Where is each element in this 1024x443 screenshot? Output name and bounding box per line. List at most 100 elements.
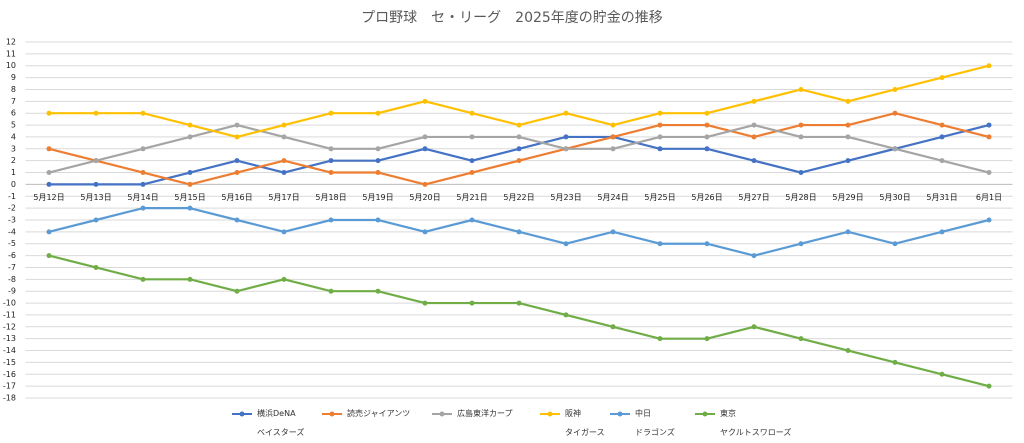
y-tick-label: 10 bbox=[6, 61, 16, 70]
legend-label: 阪神 タイガース bbox=[565, 409, 605, 437]
data-point bbox=[610, 122, 616, 128]
data-point bbox=[986, 170, 992, 176]
series-line bbox=[48, 254, 990, 388]
data-point bbox=[845, 134, 851, 140]
data-point bbox=[516, 134, 522, 140]
data-point bbox=[939, 134, 945, 140]
data-point bbox=[563, 241, 569, 247]
legend-swatch bbox=[432, 411, 452, 417]
data-point bbox=[140, 170, 146, 176]
data-point bbox=[657, 146, 663, 152]
data-point bbox=[939, 229, 945, 235]
data-point bbox=[140, 276, 146, 282]
x-tick-label: 5月27日 bbox=[738, 193, 769, 202]
x-tick-label: 5月12日 bbox=[33, 193, 64, 202]
data-point bbox=[939, 122, 945, 128]
data-point bbox=[798, 241, 804, 247]
data-point bbox=[281, 170, 287, 176]
x-tick-label: 5月19日 bbox=[362, 193, 393, 202]
data-point bbox=[281, 122, 287, 128]
x-tick-label: 5月29日 bbox=[832, 193, 863, 202]
data-point bbox=[469, 170, 475, 176]
data-point bbox=[516, 229, 522, 235]
data-point bbox=[657, 336, 663, 342]
y-tick-label: 2 bbox=[11, 156, 16, 165]
y-tick-label: 8 bbox=[11, 85, 16, 94]
data-point bbox=[892, 146, 898, 152]
data-point bbox=[892, 241, 898, 247]
y-tick-label: -17 bbox=[3, 382, 16, 391]
chart-title: プロ野球 セ・リーグ 2025年度の貯金の推移 bbox=[361, 10, 663, 26]
data-point bbox=[234, 158, 240, 164]
legend-item: 広島東洋カープ bbox=[431, 409, 513, 423]
data-point bbox=[328, 217, 334, 223]
data-point bbox=[375, 217, 381, 223]
data-point bbox=[187, 181, 193, 187]
data-point bbox=[751, 253, 757, 259]
data-point bbox=[610, 324, 616, 330]
data-point bbox=[704, 110, 710, 116]
data-point bbox=[187, 122, 193, 128]
data-point bbox=[610, 146, 616, 152]
y-tick-label: -9 bbox=[8, 287, 16, 296]
data-point bbox=[422, 146, 428, 152]
y-tick-label: 3 bbox=[11, 144, 16, 153]
data-point bbox=[516, 158, 522, 164]
legend-marker bbox=[547, 411, 553, 417]
y-tick-label: 7 bbox=[11, 97, 16, 106]
data-point bbox=[939, 75, 945, 81]
y-tick-label: -4 bbox=[8, 227, 16, 236]
data-point bbox=[986, 63, 992, 69]
data-point bbox=[704, 122, 710, 128]
data-point bbox=[375, 170, 381, 176]
data-point bbox=[234, 170, 240, 176]
y-tick-label: -13 bbox=[3, 334, 16, 343]
legend-marker bbox=[239, 411, 245, 417]
data-point bbox=[892, 359, 898, 365]
x-tick-label: 5月25日 bbox=[644, 193, 675, 202]
data-point bbox=[845, 122, 851, 128]
data-point bbox=[516, 146, 522, 152]
x-tick-label: 5月14日 bbox=[127, 193, 158, 202]
data-point bbox=[892, 86, 898, 92]
y-tick-label: -8 bbox=[8, 275, 16, 284]
data-point bbox=[422, 134, 428, 140]
data-point bbox=[986, 217, 992, 223]
series-line bbox=[49, 124, 990, 186]
data-point bbox=[140, 110, 146, 116]
legend-swatch bbox=[610, 411, 630, 417]
y-tick-label: -14 bbox=[3, 346, 16, 355]
data-point bbox=[234, 288, 240, 294]
y-tick-label: -11 bbox=[3, 310, 16, 319]
data-point bbox=[798, 336, 804, 342]
legend-item: 東京 ヤクルトスワローズ bbox=[694, 409, 791, 442]
x-tick-label: 5月26日 bbox=[691, 193, 722, 202]
data-point bbox=[657, 110, 663, 116]
y-tick-label: -5 bbox=[8, 239, 16, 248]
y-tick-label: -6 bbox=[8, 251, 16, 260]
data-point bbox=[328, 170, 334, 176]
data-point bbox=[986, 383, 992, 389]
data-point bbox=[93, 158, 99, 164]
data-point bbox=[328, 288, 334, 294]
data-point bbox=[46, 170, 52, 176]
data-point bbox=[281, 229, 287, 235]
data-point bbox=[751, 122, 757, 128]
legend-swatch bbox=[540, 411, 560, 417]
x-tick-label: 5月28日 bbox=[785, 193, 816, 202]
x-tick-label: 5月23日 bbox=[550, 193, 581, 202]
data-point bbox=[422, 229, 428, 235]
data-point bbox=[328, 146, 334, 152]
data-point bbox=[93, 181, 99, 187]
data-point bbox=[93, 217, 99, 223]
x-tick-label: 6月1日 bbox=[976, 193, 1002, 202]
data-point bbox=[375, 110, 381, 116]
data-point bbox=[704, 146, 710, 152]
data-point bbox=[375, 158, 381, 164]
legend-item: 読売ジャイアンツ bbox=[321, 409, 410, 423]
legend-swatch bbox=[695, 411, 715, 417]
data-point bbox=[46, 110, 52, 116]
y-tick-label: -2 bbox=[8, 204, 16, 213]
